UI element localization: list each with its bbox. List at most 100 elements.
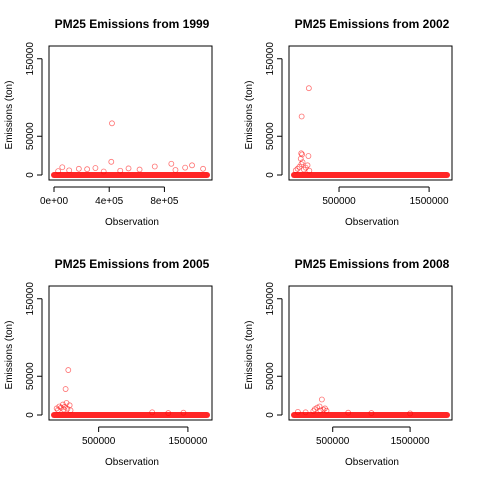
data-point <box>407 410 414 417</box>
dense-point-band <box>291 412 450 418</box>
x-axis-label: Observation <box>105 457 159 468</box>
data-point <box>117 167 124 174</box>
plot-frame <box>48 45 213 181</box>
y-axis: 0 50000 150000 <box>25 282 43 418</box>
data-point <box>172 167 179 173</box>
x-tick-label: 1500000 <box>410 196 449 207</box>
data-point <box>302 409 309 416</box>
x-axis: 500000 1500000 <box>316 426 430 447</box>
dense-point-band <box>291 172 450 178</box>
data-point <box>108 158 115 165</box>
data-point <box>294 408 301 415</box>
data-point <box>298 150 305 157</box>
dense-point-band <box>51 172 210 178</box>
x-tick-label: 1500000 <box>391 436 430 447</box>
y-tick-label: 50000 <box>25 362 36 390</box>
data-point <box>125 165 132 172</box>
y-axis: 0 50000 150000 <box>265 282 283 418</box>
data-point <box>64 405 71 412</box>
data-point <box>296 163 303 170</box>
data-point <box>298 113 305 120</box>
data-point <box>60 406 67 413</box>
data-point <box>100 168 107 175</box>
chart-title: PM25 Emissions from 2008 <box>295 257 450 271</box>
plot-frame <box>288 45 453 181</box>
data-point <box>136 166 143 173</box>
y-tick-label: 50000 <box>25 122 36 150</box>
y-axis-label: Emissions (ton) <box>244 81 255 150</box>
panel-1999: PM25 Emissions from 1999 Observation Emi… <box>4 17 213 228</box>
data-point <box>311 406 318 413</box>
data-point <box>318 396 325 403</box>
data-point <box>66 167 73 174</box>
data-point <box>310 408 317 415</box>
y-axis-label: Emissions (ton) <box>4 81 15 150</box>
data-point <box>182 164 189 171</box>
data-point <box>320 406 327 413</box>
y-tick-label: 0 <box>25 172 36 178</box>
x-tick-label: 1500000 <box>168 436 207 447</box>
x-axis: 0e+00 4e+05 8e+05 <box>40 186 179 207</box>
data-point <box>53 405 60 412</box>
data-marks <box>291 396 450 418</box>
data-point <box>345 409 352 416</box>
x-tick-label: 4e+05 <box>95 196 124 207</box>
x-tick-label: 0e+00 <box>40 196 69 207</box>
data-point <box>75 165 82 172</box>
panel-2002: PM25 Emissions from 2002 Observation Emi… <box>244 17 453 228</box>
data-point <box>200 165 206 172</box>
x-tick-label: 500000 <box>316 436 350 447</box>
data-point <box>368 410 375 416</box>
data-point <box>302 164 309 171</box>
panel-2005: PM25 Emissions from 2005 Observation Emi… <box>4 257 213 468</box>
data-point <box>301 166 307 173</box>
x-tick-label: 8e+05 <box>150 196 179 207</box>
data-point <box>149 409 156 416</box>
plot-frame <box>288 285 453 421</box>
y-tick-label: 150000 <box>265 42 276 76</box>
chart-title: PM25 Emissions from 2005 <box>55 257 210 271</box>
data-point <box>55 407 61 413</box>
data-point <box>55 168 62 175</box>
data-point <box>92 165 99 171</box>
chart-title: PM25 Emissions from 1999 <box>55 17 210 31</box>
x-tick-label: 500000 <box>82 436 116 447</box>
y-tick-label: 50000 <box>265 362 276 390</box>
data-point <box>180 409 187 416</box>
x-tick-label: 500000 <box>322 196 356 207</box>
data-point <box>305 153 312 159</box>
data-point <box>67 407 74 414</box>
y-tick-label: 150000 <box>25 282 36 316</box>
x-axis: 500000 1500000 <box>322 186 449 207</box>
chart-title: PM25 Emissions from 2002 <box>295 17 450 31</box>
y-tick-label: 0 <box>265 172 276 178</box>
data-point <box>189 162 195 169</box>
y-axis: 0 50000 150000 <box>265 42 283 178</box>
data-marks <box>51 367 210 418</box>
x-axis: 500000 1500000 <box>82 426 208 447</box>
data-point <box>306 167 313 174</box>
data-point <box>109 120 115 127</box>
y-axis: 0 50000 150000 <box>25 42 43 178</box>
data-marks <box>291 85 450 178</box>
data-point <box>62 386 69 392</box>
data-point <box>65 367 72 373</box>
data-point <box>305 85 312 92</box>
y-tick-label: 0 <box>265 412 276 418</box>
data-point <box>84 166 91 173</box>
panel-2008: PM25 Emissions from 2008 Observation Emi… <box>244 257 453 468</box>
data-marks <box>51 120 210 178</box>
data-point <box>317 407 324 414</box>
y-tick-label: 0 <box>25 412 36 418</box>
x-axis-label: Observation <box>105 217 159 228</box>
data-point <box>59 164 66 171</box>
x-axis-label: Observation <box>345 457 399 468</box>
data-point <box>151 163 158 170</box>
data-point <box>168 160 175 167</box>
data-point <box>297 155 304 162</box>
y-tick-label: 150000 <box>25 42 36 76</box>
data-point <box>165 410 172 416</box>
y-tick-label: 150000 <box>265 282 276 316</box>
x-axis-label: Observation <box>345 217 399 228</box>
y-axis-label: Emissions (ton) <box>244 321 255 390</box>
